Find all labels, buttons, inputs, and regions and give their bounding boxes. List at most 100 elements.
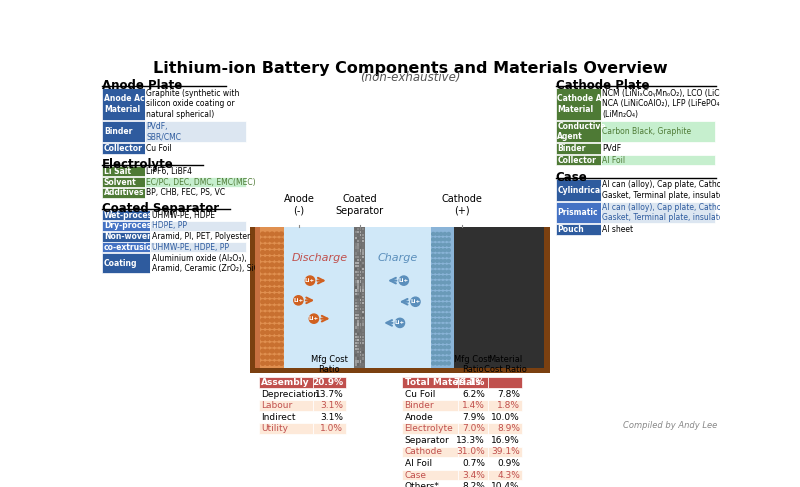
Bar xyxy=(358,345,359,347)
Circle shape xyxy=(435,302,438,306)
Circle shape xyxy=(274,356,278,359)
Circle shape xyxy=(261,312,265,316)
Bar xyxy=(601,88,714,120)
Bar xyxy=(355,293,357,295)
Text: UHMW-PE, HDPE, PP: UHMW-PE, HDPE, PP xyxy=(152,243,229,252)
Text: Al can (alloy), Cap plate, Cathode pin,
Gasket, Terminal plate, insulator, vent: Al can (alloy), Cap plate, Cathode pin, … xyxy=(602,180,749,200)
Bar xyxy=(358,320,359,322)
Circle shape xyxy=(443,330,446,333)
Text: Coated
Separator: Coated Separator xyxy=(335,194,384,216)
Circle shape xyxy=(443,243,446,246)
Text: Cu Foil: Cu Foil xyxy=(146,144,172,153)
Text: HDPE, PP: HDPE, PP xyxy=(152,222,187,230)
Circle shape xyxy=(274,281,278,285)
Circle shape xyxy=(432,243,435,246)
Circle shape xyxy=(447,254,450,257)
Circle shape xyxy=(266,287,270,291)
Circle shape xyxy=(261,257,265,261)
Circle shape xyxy=(435,243,438,246)
Circle shape xyxy=(270,269,274,273)
Bar xyxy=(360,360,361,363)
Circle shape xyxy=(439,270,442,273)
Bar xyxy=(150,253,246,273)
Bar xyxy=(362,271,363,273)
Bar xyxy=(360,345,361,347)
Circle shape xyxy=(443,276,446,279)
Bar xyxy=(458,377,487,388)
Bar xyxy=(355,286,357,289)
Circle shape xyxy=(270,318,274,322)
Text: 20.9%: 20.9% xyxy=(312,378,343,387)
Circle shape xyxy=(270,324,274,328)
Bar xyxy=(355,259,357,261)
Circle shape xyxy=(435,238,438,241)
Circle shape xyxy=(439,265,442,268)
Circle shape xyxy=(266,275,270,279)
Bar xyxy=(556,224,601,235)
Circle shape xyxy=(447,286,450,289)
Bar xyxy=(145,88,246,120)
Bar xyxy=(360,293,361,295)
Bar xyxy=(402,435,458,446)
Circle shape xyxy=(270,244,274,248)
Text: Coated Separator: Coated Separator xyxy=(102,202,219,215)
Circle shape xyxy=(261,318,265,322)
Text: Wet-processed: Wet-processed xyxy=(104,211,168,220)
Bar xyxy=(150,232,246,242)
Bar xyxy=(362,243,363,245)
Bar xyxy=(402,447,458,457)
Text: Al sheet: Al sheet xyxy=(602,225,634,234)
Circle shape xyxy=(435,351,438,354)
Bar xyxy=(313,423,346,434)
Text: Additives: Additives xyxy=(104,188,144,197)
Bar xyxy=(556,179,601,201)
Bar xyxy=(355,323,357,326)
Text: 4.3%: 4.3% xyxy=(497,470,520,480)
Circle shape xyxy=(270,356,274,359)
Bar xyxy=(358,249,359,252)
Circle shape xyxy=(261,232,265,236)
Circle shape xyxy=(274,337,278,340)
Bar xyxy=(360,342,361,344)
Bar xyxy=(259,377,313,388)
Bar xyxy=(358,323,359,326)
Circle shape xyxy=(274,232,278,236)
Bar xyxy=(358,243,359,245)
Text: 39.1%: 39.1% xyxy=(491,448,520,456)
Bar xyxy=(362,326,363,329)
Circle shape xyxy=(443,318,446,322)
Bar xyxy=(360,333,361,335)
Bar xyxy=(102,210,150,220)
Bar xyxy=(255,227,544,368)
Circle shape xyxy=(435,335,438,338)
Circle shape xyxy=(266,349,270,353)
Text: 7.9%: 7.9% xyxy=(462,413,485,422)
Bar xyxy=(362,351,363,354)
Bar xyxy=(362,280,363,282)
Text: Li+: Li+ xyxy=(309,316,319,321)
Circle shape xyxy=(270,238,274,242)
Circle shape xyxy=(274,294,278,298)
Circle shape xyxy=(447,281,450,284)
Bar xyxy=(360,336,361,338)
Circle shape xyxy=(432,254,435,257)
Text: Total Materials: Total Materials xyxy=(405,378,480,387)
Circle shape xyxy=(432,330,435,333)
Bar xyxy=(458,435,487,446)
Circle shape xyxy=(443,335,446,338)
Circle shape xyxy=(274,312,278,316)
Bar xyxy=(260,227,285,368)
Text: Solvent: Solvent xyxy=(104,178,137,187)
Circle shape xyxy=(261,263,265,267)
Bar xyxy=(458,423,487,434)
Bar xyxy=(458,458,487,469)
Circle shape xyxy=(266,331,270,335)
Bar xyxy=(355,326,357,329)
Bar xyxy=(362,314,363,317)
Bar xyxy=(145,121,246,142)
Circle shape xyxy=(261,324,265,328)
Circle shape xyxy=(279,318,283,322)
Text: Al can (alloy), Cap plate, Cathode pin,
Gasket, Terminal plate, insulator, vent: Al can (alloy), Cap plate, Cathode pin, … xyxy=(602,203,749,222)
Circle shape xyxy=(279,331,283,335)
Circle shape xyxy=(310,314,318,323)
